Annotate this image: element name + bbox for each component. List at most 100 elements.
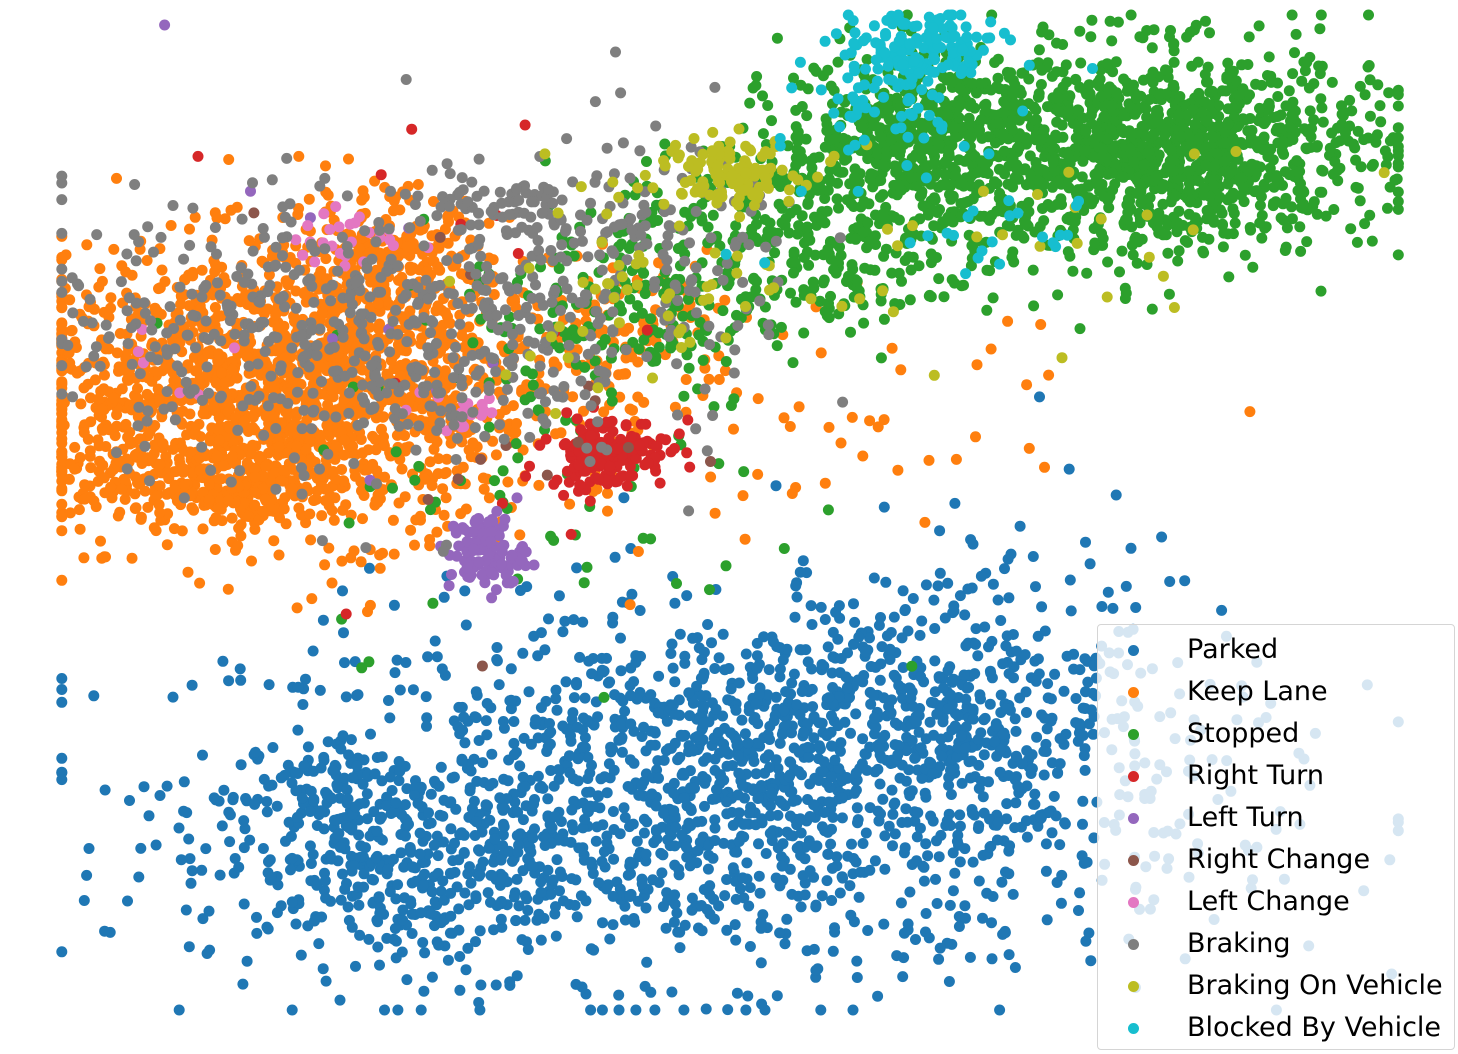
data-point bbox=[88, 690, 100, 702]
data-point bbox=[848, 598, 859, 610]
data-point bbox=[156, 264, 168, 276]
data-point bbox=[1040, 838, 1052, 850]
data-point bbox=[259, 493, 271, 505]
data-point bbox=[730, 934, 742, 946]
data-point bbox=[753, 838, 764, 850]
data-point bbox=[898, 952, 910, 964]
data-point bbox=[723, 663, 735, 674]
data-point bbox=[846, 838, 857, 850]
data-point bbox=[928, 594, 940, 606]
data-point bbox=[522, 904, 534, 916]
data-point bbox=[290, 918, 302, 930]
data-point bbox=[999, 563, 1010, 575]
data-point bbox=[469, 830, 481, 841]
data-point bbox=[69, 463, 81, 475]
data-point bbox=[474, 1004, 486, 1016]
data-point bbox=[81, 869, 93, 881]
data-point bbox=[619, 812, 631, 823]
data-point bbox=[336, 555, 348, 567]
data-point bbox=[742, 990, 754, 1002]
data-point bbox=[316, 510, 328, 522]
data-point bbox=[78, 382, 90, 394]
data-point bbox=[539, 644, 551, 656]
data-point bbox=[1030, 675, 1042, 687]
data-point bbox=[366, 873, 378, 885]
data-point bbox=[177, 463, 189, 474]
data-point bbox=[753, 688, 765, 700]
data-point bbox=[977, 791, 989, 803]
data-point bbox=[916, 615, 928, 627]
data-point bbox=[372, 941, 384, 953]
data-point bbox=[992, 594, 1004, 606]
data-point bbox=[223, 806, 235, 818]
data-point bbox=[555, 427, 567, 439]
data-point bbox=[900, 775, 912, 787]
data-point bbox=[480, 715, 492, 727]
data-point bbox=[1077, 730, 1089, 741]
data-point bbox=[322, 736, 334, 748]
data-point bbox=[396, 946, 408, 958]
data-point bbox=[143, 810, 155, 822]
data-point bbox=[438, 794, 450, 806]
data-point bbox=[750, 698, 762, 710]
data-point bbox=[327, 383, 339, 395]
data-point bbox=[658, 807, 669, 819]
data-point bbox=[949, 867, 961, 879]
data-point bbox=[335, 743, 347, 755]
data-point bbox=[373, 323, 385, 335]
data-point bbox=[744, 882, 756, 893]
data-point bbox=[551, 704, 563, 716]
data-point bbox=[959, 609, 971, 621]
data-point bbox=[282, 279, 294, 291]
data-point bbox=[216, 820, 228, 832]
data-point bbox=[549, 811, 561, 823]
data-point bbox=[544, 718, 555, 729]
data-point bbox=[514, 760, 526, 772]
data-point bbox=[89, 374, 101, 386]
data-point bbox=[426, 908, 438, 920]
data-point bbox=[579, 692, 591, 704]
data-point bbox=[992, 817, 1004, 829]
data-point bbox=[189, 211, 201, 223]
data-point bbox=[168, 523, 180, 535]
data-point bbox=[56, 574, 68, 586]
data-point bbox=[363, 933, 375, 945]
data-point bbox=[1063, 463, 1075, 475]
data-point bbox=[669, 840, 681, 852]
data-point bbox=[303, 193, 315, 205]
data-point bbox=[937, 716, 949, 728]
data-point bbox=[396, 463, 408, 475]
data-point bbox=[945, 764, 956, 776]
data-point bbox=[546, 822, 558, 834]
data-point bbox=[607, 806, 619, 817]
data-point bbox=[657, 849, 669, 861]
data-point bbox=[607, 611, 619, 623]
data-point bbox=[888, 611, 900, 623]
data-point bbox=[615, 632, 626, 644]
data-point bbox=[1043, 369, 1055, 381]
data-point bbox=[159, 276, 171, 287]
data-point bbox=[1020, 686, 1032, 698]
data-point bbox=[677, 730, 689, 742]
data-point bbox=[1030, 581, 1041, 593]
data-point bbox=[803, 751, 815, 763]
data-point bbox=[542, 864, 554, 876]
data-point bbox=[422, 651, 434, 663]
data-point bbox=[384, 712, 396, 724]
data-point bbox=[816, 890, 828, 902]
data-point bbox=[407, 684, 419, 696]
data-point bbox=[457, 724, 469, 736]
data-point bbox=[517, 865, 529, 877]
data-point bbox=[173, 822, 185, 834]
data-point bbox=[372, 916, 384, 928]
data-point bbox=[456, 701, 468, 713]
data-point bbox=[480, 799, 492, 811]
data-point bbox=[952, 710, 964, 722]
data-point bbox=[877, 793, 889, 805]
data-point bbox=[972, 823, 984, 834]
data-point bbox=[1010, 750, 1022, 762]
data-point bbox=[233, 861, 245, 873]
data-point bbox=[511, 873, 523, 885]
data-point bbox=[246, 555, 257, 567]
data-point bbox=[681, 590, 693, 602]
